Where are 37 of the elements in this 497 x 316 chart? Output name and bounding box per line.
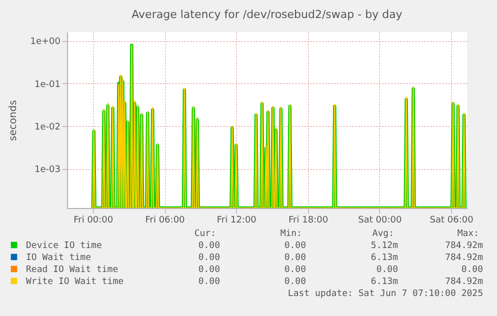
text: 0.00 [284,241,306,251]
x-tick-label: Sat 06:00 [430,216,474,226]
text: 0.00 [461,265,483,275]
text: Avg: [372,229,394,239]
text: 0.00 [198,241,220,251]
y-axis-title: seconds [8,100,20,141]
text: Min: [280,229,302,239]
text: 784.92m [445,253,483,263]
text: 0.00 [284,277,306,287]
chart-title: Average latency for /dev/rosebud2/swap - by day [132,8,403,21]
legend-label: Write IO Wait time [26,277,124,287]
text: 6.13m [370,253,398,263]
y-tick-label: 1e-01 [34,80,60,90]
y-tick-label: 1e+00 [30,37,61,48]
legend-label: Device IO time [26,241,102,251]
text: Last update: Sat Jun 7 07:10:00 2025 [288,289,483,299]
x-tick-label: Sat 00:00 [358,216,402,226]
text: 784.92m [445,241,483,251]
legend-label: Read IO Wait time [26,265,118,275]
text: 0.00 [198,277,220,287]
text: 0.00 [198,265,220,275]
text: 0.00 [198,253,220,263]
text: 0.00 [284,253,306,263]
text: 6.13m [370,277,398,287]
y-tick-label: 1e-02 [34,122,60,133]
text: 5.12m [370,241,398,251]
text: Max: [457,229,479,239]
text: 784.92m [445,277,483,287]
x-tick-label: Fri 06:00 [145,216,186,226]
legend-label: IO Wait time [26,253,92,263]
text: Cur: [194,229,216,239]
text: 0.00 [284,265,306,275]
x-tick-label: Fri 18:00 [288,216,328,226]
text: 0.00 [376,265,398,275]
x-tick-label: Fri 00:00 [74,216,114,226]
x-tick-label: Fri 12:00 [216,216,257,226]
y-tick-label: 1e-03 [34,165,60,176]
